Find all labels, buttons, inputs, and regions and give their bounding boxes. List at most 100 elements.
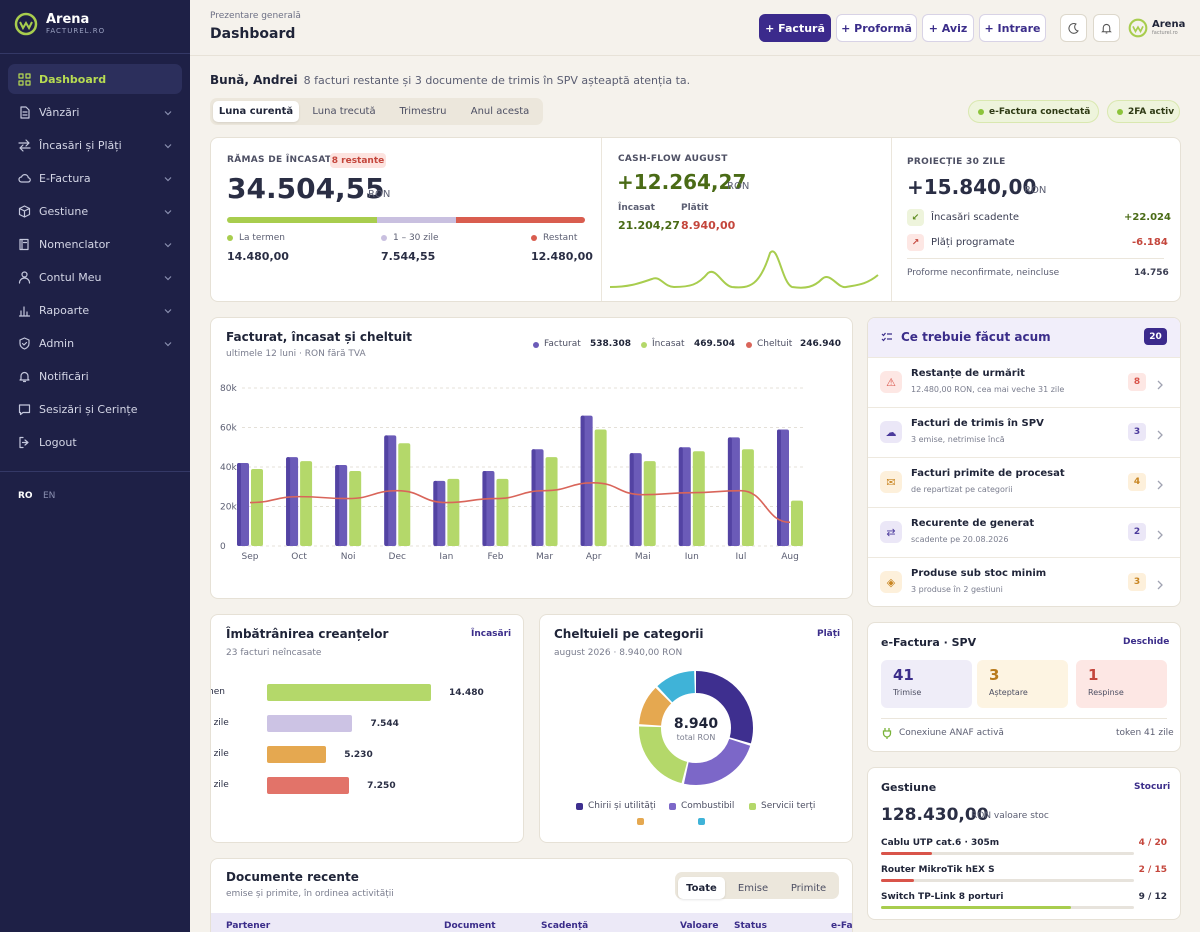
aging-bar[interactable] <box>267 715 353 732</box>
x-tick-label: Noi <box>341 552 356 562</box>
column-header-status[interactable]: Status <box>734 921 767 931</box>
header-logo-sub: facturel.ro <box>1152 30 1178 36</box>
donut-slice[interactable] <box>639 671 753 785</box>
bell-icon <box>1101 23 1112 33</box>
lang-ro[interactable]: RO <box>18 491 33 501</box>
todo-item[interactable]: ⇄ Recurente de generat scadente pe 20.08.2… <box>868 507 1180 557</box>
aging-bar[interactable] <box>267 746 327 763</box>
line-cheltuit[interactable] <box>249 481 791 524</box>
theme-toggle-button[interactable] <box>1060 14 1087 42</box>
sidebar-item-sesizari-si-cerinte[interactable]: Sesizări și Cerințe <box>8 394 182 424</box>
bar-chart-icon <box>18 304 31 317</box>
bar-incasat[interactable] <box>251 468 263 546</box>
sidebar-item-logout[interactable]: Logout <box>8 427 182 457</box>
todo-item[interactable]: ☁ Facturi de trimis în SPV 3 emise, netrim… <box>868 407 1180 457</box>
filter-issued-tab[interactable]: Emise <box>737 882 769 894</box>
x-tick-label: Dec <box>389 552 406 562</box>
aging-link[interactable]: Încasări <box>471 629 512 639</box>
todo-item-count: 4 <box>1128 473 1146 491</box>
todo-item[interactable]: ✉ Facturi primite de procesat de repartiza… <box>868 457 1180 507</box>
projection-footer-value: 14.756 <box>1134 268 1169 278</box>
column-header-partner[interactable]: Partener <box>226 921 271 931</box>
bar-incasat[interactable] <box>447 478 460 546</box>
bar-incasat[interactable] <box>741 449 754 546</box>
spv-sent-count: 41 <box>893 666 914 684</box>
spv-open-link[interactable]: Deschide <box>1123 637 1170 647</box>
bar-incasat[interactable] <box>300 461 313 546</box>
stock-level-fill <box>881 879 914 882</box>
new-aviz-button[interactable]: + Aviz <box>922 14 974 42</box>
column-header-document[interactable]: Document <box>444 921 496 931</box>
stock-title: Gestiune <box>881 781 937 794</box>
stock-link[interactable]: Stocuri <box>1134 782 1171 792</box>
spv-box-sent[interactable]: 41 Trimise <box>881 660 972 708</box>
overdue-badge[interactable]: 8 restante <box>330 153 386 168</box>
expenses-link[interactable]: Plăți <box>817 629 841 639</box>
new-invoice-button[interactable]: + Factură <box>759 14 831 42</box>
sidebar-item-rapoarte[interactable]: Rapoarte <box>8 295 182 325</box>
column-header-value[interactable]: Valoare <box>680 921 719 931</box>
bar-incasat[interactable] <box>692 451 705 546</box>
tab-quarter[interactable]: Trimestru <box>399 106 447 117</box>
aging-bar[interactable] <box>267 777 350 794</box>
cloud-upload-icon: ☁ <box>880 421 902 443</box>
cashflow-out-value: 8.940,00 <box>681 219 736 232</box>
tab-current-month[interactable]: Luna curentă <box>213 101 299 122</box>
spv-box-rejected[interactable]: 1 Respinse <box>1076 660 1167 708</box>
sidebar-item-dashboard[interactable]: Dashboard <box>8 64 182 94</box>
bar-incasat[interactable] <box>496 478 509 546</box>
expense-legend-label: Combustibil <box>681 801 735 811</box>
bar-incasat[interactable] <box>643 461 656 546</box>
bar-incasat[interactable] <box>398 443 411 546</box>
sidebar-item-notificari[interactable]: Notificări <box>8 361 182 391</box>
column-header-efactura[interactable]: e-Fa <box>831 921 853 931</box>
x-tick-label: Aug <box>781 552 799 562</box>
sidebar-item-nomenclator[interactable]: Nomenclator <box>8 229 182 259</box>
sidebar-item-incasari-si-plati[interactable]: Încasări și Plăți <box>8 130 182 160</box>
donut-slice[interactable] <box>639 671 753 785</box>
aging-bar[interactable] <box>267 684 431 701</box>
tab-this-year[interactable]: Anul acesta <box>470 106 530 117</box>
new-proforma-button[interactable]: + Proformă <box>836 14 917 42</box>
bar-incasat[interactable] <box>594 429 607 546</box>
efactura-status-pill[interactable]: e-Factura conectată <box>968 100 1099 123</box>
filter-received-tab[interactable]: Primite <box>790 882 827 894</box>
sidebar-item-gestiune[interactable]: Gestiune <box>8 196 182 226</box>
todo-item-subtitle: de repartizat pe categorii <box>911 485 1013 494</box>
expense-legend-label: Chirii și utilități <box>588 801 656 811</box>
todo-item[interactable]: ◈ Produse sub stoc minim 3 produse în 2 ge… <box>868 557 1180 607</box>
remaining-progress-bar <box>227 217 585 223</box>
column-header-due-date[interactable]: Scadență <box>541 921 589 931</box>
projection-row-out-value: -6.184 <box>1132 237 1168 248</box>
bar-incasat[interactable] <box>545 457 558 546</box>
header-logo[interactable]: Arena facturel.ro <box>1128 18 1185 38</box>
sidebar-item-label: Contul Meu <box>39 270 102 284</box>
legend-dot-incasat <box>641 342 647 348</box>
notifications-button[interactable] <box>1093 14 1120 42</box>
chevron-down-icon <box>164 107 172 120</box>
lang-en[interactable]: EN <box>43 491 56 501</box>
filter-all-tab[interactable]: Toate <box>678 877 725 899</box>
donut-slice[interactable] <box>639 671 753 785</box>
bar-incasat[interactable] <box>791 500 803 546</box>
spv-token-expiry: token 41 zile <box>1116 728 1174 738</box>
expense-legend-2: Servicii terți <box>749 801 815 811</box>
topbar: Prezentare generală Dashboard + Factură … <box>190 0 1200 56</box>
sidebar-item-contul-meu[interactable]: Contul Meu <box>8 262 182 292</box>
progress-segment <box>377 217 456 223</box>
twofa-status-pill[interactable]: 2FA activ <box>1107 100 1180 123</box>
aging-row-value: 14.480 <box>449 688 484 698</box>
todo-item[interactable]: ⚠ Restanțe de urmărit 12.480,00 RON, cea m… <box>868 357 1180 407</box>
bar-incasat[interactable] <box>349 470 362 546</box>
arrow-down-left-icon: ↙ <box>907 209 924 226</box>
sidebar-item-admin[interactable]: Admin <box>8 328 182 358</box>
sidebar-item-vanzari[interactable]: Vânzări <box>8 97 182 127</box>
sidebar-item-e-factura[interactable]: E-Factura <box>8 163 182 193</box>
brand[interactable]: Arena FACTUREL.RO <box>14 12 105 36</box>
spv-box-waiting[interactable]: 3 Așteptare <box>977 660 1068 708</box>
new-intrare-button[interactable]: + Intrare <box>979 14 1046 42</box>
tab-last-month[interactable]: Luna trecută <box>312 106 376 117</box>
chevron-right-icon <box>1156 575 1164 594</box>
legend-dot <box>227 235 233 241</box>
breadcrumb[interactable]: Prezentare generală <box>210 11 301 21</box>
